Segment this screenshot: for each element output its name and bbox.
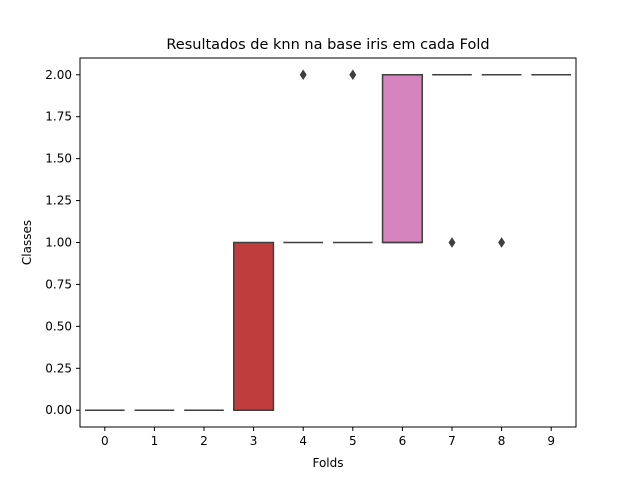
y-tick-label: 0.00 — [45, 403, 72, 417]
y-tick-label: 1.75 — [45, 110, 72, 124]
outlier-point — [498, 237, 506, 248]
box-fold-5 — [332, 69, 373, 244]
x-tick-label: 7 — [448, 434, 456, 448]
y-tick-label: 0.75 — [45, 277, 72, 291]
x-tick-label: 2 — [200, 434, 208, 448]
chart-title: Resultados de knn na base iris em cada F… — [166, 37, 489, 53]
axes-frame — [79, 57, 577, 428]
box-body — [233, 241, 275, 411]
x-tick-label: 6 — [399, 434, 407, 448]
y-tick-label: 0.25 — [45, 361, 72, 375]
x-axis: 0 1 2 3 4 5 6 7 8 9 — [101, 427, 555, 448]
box-fold-8 — [481, 74, 522, 248]
box-body — [381, 74, 423, 244]
y-tick-label: 2.00 — [45, 68, 72, 82]
outlier-point — [349, 69, 357, 80]
y-axis: 0.00 0.25 0.50 0.75 1.00 1.25 1.50 1.75 2.00 — [45, 68, 80, 417]
x-tick-label: 3 — [250, 434, 258, 448]
box-fold-7 — [432, 74, 472, 248]
box-fold-3 — [233, 241, 275, 411]
y-tick-label: 1.00 — [45, 236, 72, 250]
x-tick-label: 4 — [299, 434, 307, 448]
plot-area — [84, 69, 572, 411]
x-tick-label: 9 — [547, 434, 555, 448]
x-tick-label: 5 — [349, 434, 357, 448]
y-tick-label: 1.25 — [45, 194, 72, 208]
box-fold-4 — [283, 69, 324, 244]
x-axis-label: Folds — [312, 456, 343, 470]
x-tick-label: 1 — [151, 434, 159, 448]
x-tick-label: 8 — [498, 434, 506, 448]
box-fold-6 — [381, 74, 423, 244]
outlier-point — [448, 237, 456, 248]
y-axis-label: Classes — [20, 220, 34, 265]
y-tick-label: 0.50 — [45, 319, 72, 333]
x-tick-label: 0 — [101, 434, 109, 448]
y-tick-label: 1.50 — [45, 152, 72, 166]
outlier-point — [299, 69, 307, 80]
